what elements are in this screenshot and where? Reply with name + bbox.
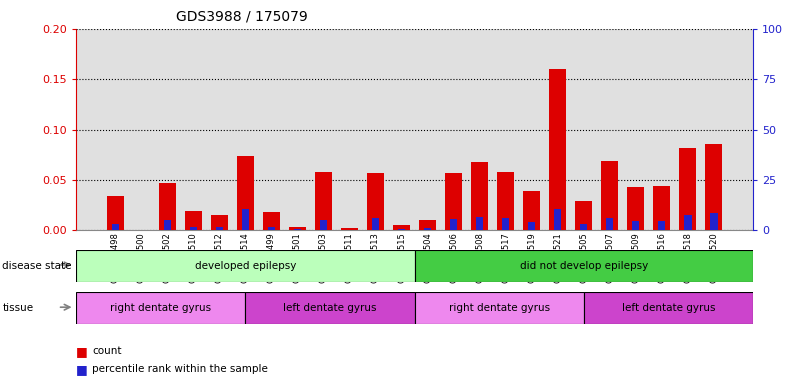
Bar xyxy=(415,250,753,282)
Text: count: count xyxy=(92,346,122,356)
Bar xyxy=(523,191,540,230)
Bar xyxy=(627,187,644,230)
Bar xyxy=(237,156,254,230)
Bar xyxy=(445,173,462,230)
Bar xyxy=(242,209,249,230)
Bar xyxy=(211,215,227,230)
Text: left dentate gyrus: left dentate gyrus xyxy=(622,303,715,313)
Bar xyxy=(415,292,584,324)
Bar xyxy=(215,227,223,230)
Bar xyxy=(679,148,696,230)
Bar xyxy=(372,218,380,230)
Text: GDS3988 / 175079: GDS3988 / 175079 xyxy=(176,10,308,23)
Bar xyxy=(294,229,301,230)
Bar xyxy=(289,227,306,230)
Bar xyxy=(263,212,280,230)
Bar xyxy=(584,292,753,324)
Bar xyxy=(159,183,175,230)
Bar xyxy=(111,224,119,230)
Bar xyxy=(497,172,514,230)
Bar xyxy=(528,222,535,230)
Bar xyxy=(606,218,614,230)
Bar xyxy=(501,218,509,230)
Bar xyxy=(185,211,202,230)
Bar xyxy=(245,292,415,324)
Text: ■: ■ xyxy=(76,345,88,358)
Bar xyxy=(658,221,666,230)
Bar xyxy=(367,173,384,230)
Bar xyxy=(471,162,488,230)
Bar xyxy=(320,220,328,230)
Bar xyxy=(268,227,276,230)
Bar xyxy=(163,220,171,230)
Bar xyxy=(393,225,410,230)
Text: ■: ■ xyxy=(76,363,88,376)
Bar xyxy=(580,224,587,230)
Bar xyxy=(710,213,718,230)
Bar xyxy=(398,229,405,230)
Text: right dentate gyrus: right dentate gyrus xyxy=(449,303,549,313)
Bar xyxy=(76,292,245,324)
Bar xyxy=(654,186,670,230)
Bar xyxy=(549,69,566,230)
Bar xyxy=(575,201,592,230)
Text: developed epilepsy: developed epilepsy xyxy=(195,261,296,271)
Bar xyxy=(315,172,332,230)
Text: percentile rank within the sample: percentile rank within the sample xyxy=(92,364,268,374)
Text: did not develop epilepsy: did not develop epilepsy xyxy=(520,261,648,271)
Bar xyxy=(107,196,124,230)
Text: left dentate gyrus: left dentate gyrus xyxy=(284,303,376,313)
Bar xyxy=(476,217,483,230)
Bar xyxy=(449,219,457,230)
Bar xyxy=(341,228,358,230)
Text: disease state: disease state xyxy=(2,261,72,271)
Bar xyxy=(76,250,415,282)
Bar xyxy=(684,215,691,230)
Bar xyxy=(705,144,723,230)
Bar xyxy=(190,227,197,230)
Text: right dentate gyrus: right dentate gyrus xyxy=(111,303,211,313)
Bar xyxy=(419,220,436,230)
Bar xyxy=(553,209,562,230)
Bar xyxy=(424,228,431,230)
Bar xyxy=(602,161,618,230)
Text: tissue: tissue xyxy=(2,303,34,313)
Bar xyxy=(632,221,639,230)
